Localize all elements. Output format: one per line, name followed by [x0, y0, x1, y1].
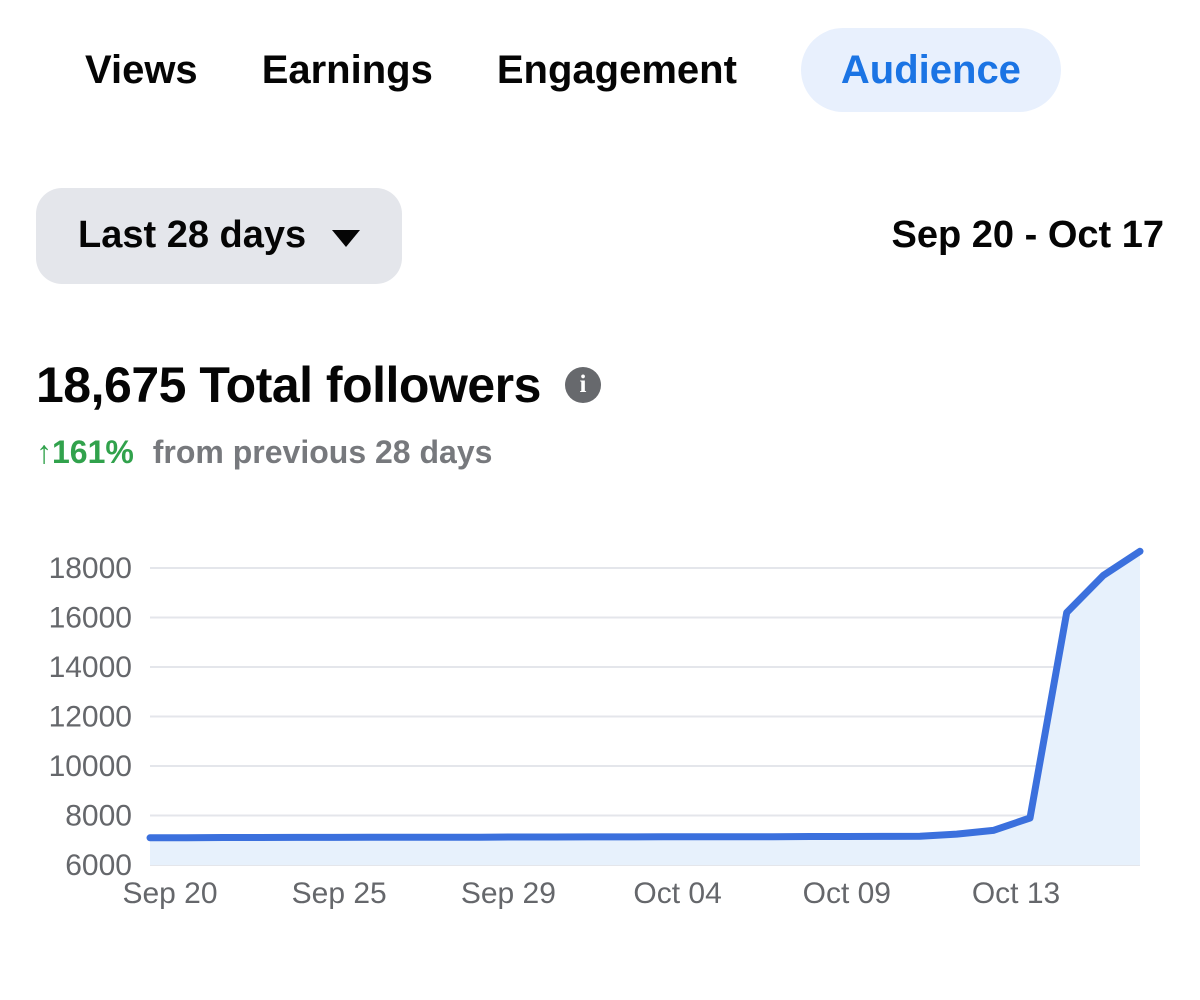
svg-text:14000: 14000	[49, 651, 132, 684]
followers-chart[interactable]: 6000 8000 10000 12000 14000 16000 18000 Sep 20 S…	[0, 495, 1200, 925]
tab-bar: Views Earnings Engagement Audience	[85, 28, 1200, 112]
svg-text:8000: 8000	[65, 800, 132, 833]
svg-text:6000: 6000	[65, 849, 132, 882]
delta-description: from previous 28 days	[152, 433, 493, 470]
svg-text:10000: 10000	[49, 750, 132, 783]
svg-text:16000: 16000	[49, 602, 132, 635]
followers-delta: ↑161% from previous 28 days	[36, 433, 1200, 471]
date-range-button[interactable]: Last 28 days	[36, 188, 403, 284]
svg-text:Sep 29: Sep 29	[461, 877, 556, 910]
tab-audience[interactable]: Audience	[800, 28, 1061, 112]
svg-text:12000: 12000	[49, 701, 132, 734]
date-range-label: Sep 20 - Oct 17	[891, 214, 1164, 257]
svg-text:Oct 04: Oct 04	[633, 877, 721, 910]
svg-text:Sep 25: Sep 25	[292, 877, 387, 910]
date-range-button-label: Last 28 days	[78, 214, 307, 256]
delta-arrow-icon: ↑	[36, 433, 52, 470]
delta-value: 161%	[52, 433, 134, 470]
svg-text:Sep 20: Sep 20	[122, 877, 217, 910]
svg-text:18000: 18000	[49, 552, 132, 585]
chart-area: 6000 8000 10000 12000 14000 16000 18000 Sep 20 S…	[0, 495, 1200, 925]
tab-views[interactable]: Views	[85, 28, 198, 112]
info-icon[interactable]: i	[564, 367, 601, 404]
filter-row: Last 28 days Sep 20 - Oct 17	[36, 188, 1164, 284]
svg-text:Oct 09: Oct 09	[803, 877, 891, 910]
tab-engagement[interactable]: Engagement	[497, 28, 737, 112]
tab-earnings[interactable]: Earnings	[262, 28, 433, 112]
svg-text:Oct 13: Oct 13	[972, 877, 1060, 910]
summary-header: 18,675 Total followers i	[36, 356, 1200, 413]
chevron-down-icon	[332, 229, 361, 247]
total-followers-title: 18,675 Total followers	[36, 356, 541, 413]
